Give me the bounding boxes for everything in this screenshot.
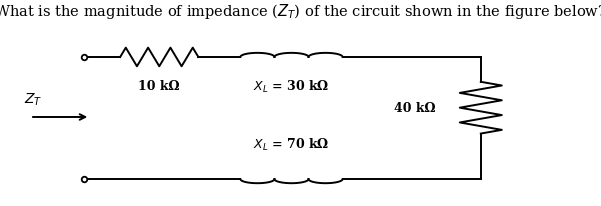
Text: $X_L$ = 30 kΩ: $X_L$ = 30 kΩ bbox=[253, 78, 330, 95]
Text: What is the magnitude of impedance ($Z_T$) of the circuit shown in the figure be: What is the magnitude of impedance ($Z_T… bbox=[0, 2, 601, 21]
Text: $Z_T$: $Z_T$ bbox=[24, 91, 43, 107]
Text: 40 kΩ: 40 kΩ bbox=[394, 102, 436, 115]
Text: 10 kΩ: 10 kΩ bbox=[138, 80, 180, 93]
Text: $X_L$ = 70 kΩ: $X_L$ = 70 kΩ bbox=[253, 136, 330, 152]
